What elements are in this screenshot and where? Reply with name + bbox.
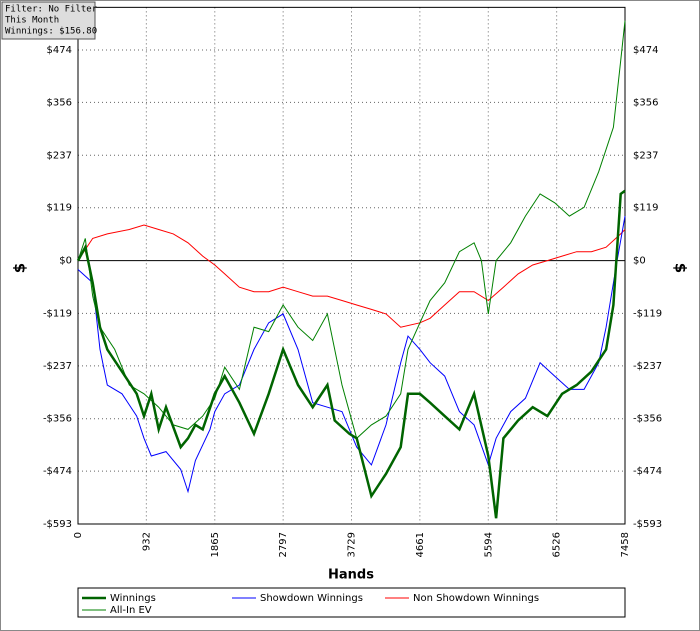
y-tick-label: $0 <box>633 256 646 267</box>
y-axis-label: $ <box>672 263 690 273</box>
y-tick-label: $119 <box>47 203 72 214</box>
x-tick-label: 4661 <box>415 532 426 557</box>
y-axis-label: $ <box>11 263 29 273</box>
line-series <box>77 20 626 440</box>
plot-border <box>77 6 626 525</box>
x-tick-label: 3729 <box>347 532 358 557</box>
legend-label: Showdown Winnings <box>260 593 363 604</box>
y-tick-label: -$237 <box>633 361 662 372</box>
legend-label: Non Showdown Winnings <box>413 593 539 604</box>
x-tick-label: 2797 <box>278 532 289 557</box>
y-tick-label: $474 <box>47 45 72 56</box>
y-tick-label: -$119 <box>43 308 72 319</box>
x-axis-label: Hands <box>328 568 374 583</box>
legend-label: All-In EV <box>110 605 152 616</box>
filter-text: Filter: No Filter <box>5 5 98 15</box>
y-tick-label: -$356 <box>633 414 662 425</box>
filter-text: Winnings: $156.80 <box>5 27 97 37</box>
y-tick-label: $119 <box>633 203 658 214</box>
line-series <box>77 216 626 494</box>
filter-text: This Month <box>5 16 59 26</box>
y-tick-label: -$593 <box>633 519 662 530</box>
x-tick-label: 5594 <box>483 532 494 557</box>
y-tick-label: -$474 <box>43 466 72 477</box>
x-tick-label: 1865 <box>210 532 221 557</box>
line-series <box>77 224 626 328</box>
y-tick-label: -$119 <box>633 308 662 319</box>
y-tick-label: $237 <box>633 150 658 161</box>
y-tick-label: -$593 <box>43 519 72 530</box>
y-tick-label: -$356 <box>43 414 72 425</box>
x-tick-label: 7458 <box>620 532 631 557</box>
x-tick-label: 932 <box>141 532 152 551</box>
filter-box <box>1 1 96 40</box>
legend <box>77 587 626 618</box>
x-tick-label: 6526 <box>552 532 563 557</box>
y-tick-label: -$237 <box>43 361 72 372</box>
plot-area: -$593 -$593 -$474 -$474 -$356 -$356 -$237 -$237… <box>43 6 662 557</box>
y-tick-label: $237 <box>47 150 72 161</box>
line-series <box>76 189 626 519</box>
y-tick-label: $0 <box>59 256 72 267</box>
legend-label: Winnings <box>110 593 156 604</box>
y-tick-label: -$474 <box>633 466 662 477</box>
y-tick-label: $356 <box>47 97 72 108</box>
y-tick-label: $356 <box>633 97 658 108</box>
x-tick-label: 0 <box>73 532 84 538</box>
y-tick-label: $474 <box>633 45 658 56</box>
